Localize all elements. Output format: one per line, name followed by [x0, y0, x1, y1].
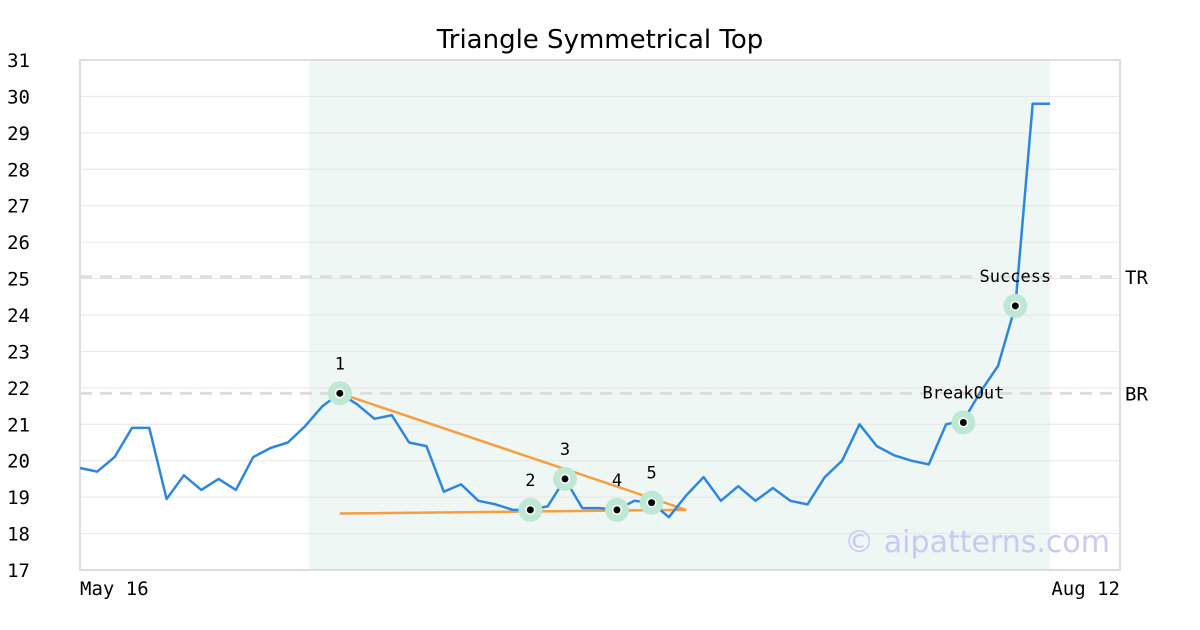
pattern-point-dot [526, 506, 534, 514]
reference-line-label: BR [1125, 383, 1148, 405]
pattern-point-dot [648, 499, 656, 507]
trend-line [339, 392, 687, 512]
y-tick-label: 31 [7, 50, 30, 72]
y-tick-label: 22 [7, 378, 30, 400]
y-tick-label: 30 [7, 86, 30, 108]
x-tick-label: May 16 [80, 578, 149, 600]
pattern-point-dot [336, 389, 344, 397]
pattern-point-label: 5 [646, 464, 656, 484]
pattern-point-markers: 1 2 3 4 5 BreakOut Success [327, 267, 1052, 522]
x-axis-ticks: May 16 Aug 12 [80, 578, 1120, 600]
pattern-point-label: Success [980, 267, 1052, 287]
y-tick-label: 17 [7, 560, 30, 582]
pattern-point-dot [613, 506, 621, 514]
reference-line-label: TR [1125, 267, 1148, 289]
pattern-point-label: BreakOut [922, 383, 1004, 403]
watermark: © aipatterns.com [844, 525, 1110, 560]
x-tick-label: Aug 12 [1051, 578, 1120, 600]
pattern-point-label: 4 [612, 471, 622, 491]
pattern-point-dot [1011, 302, 1019, 310]
reference-lines: TR BR [80, 267, 1148, 405]
plot-frame [79, 59, 1121, 571]
y-tick-label: 20 [7, 451, 30, 473]
pattern-point-dot [959, 418, 967, 426]
y-tick-label: 28 [7, 159, 30, 181]
pattern-point-dot [561, 475, 569, 483]
y-tick-label: 26 [7, 232, 30, 254]
y-tick-label: 25 [7, 269, 30, 291]
y-tick-label: 19 [7, 487, 30, 509]
y-tick-label: 21 [7, 414, 30, 436]
y-axis-ticks: 17 18 19 20 21 22 23 24 25 26 27 28 29 30 31 [7, 50, 30, 582]
y-tick-label: 24 [7, 305, 30, 327]
pattern-point-label: 1 [335, 354, 345, 374]
y-tick-label: 23 [7, 341, 30, 363]
chart-title: Triangle Symmetrical Top [436, 25, 764, 55]
pattern-point-label: 3 [560, 440, 570, 460]
y-tick-label: 27 [7, 196, 30, 218]
y-tick-label: 18 [7, 524, 30, 546]
pattern-point-label: 2 [525, 471, 535, 491]
y-tick-label: 29 [7, 123, 30, 145]
